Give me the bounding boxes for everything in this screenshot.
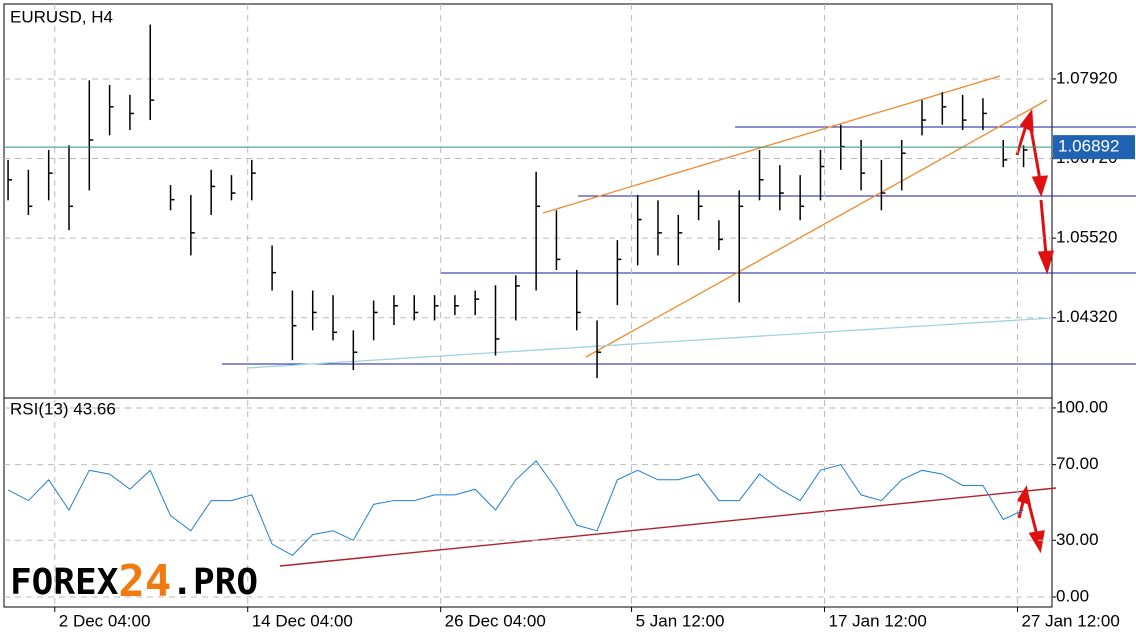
channel-line bbox=[542, 75, 1001, 214]
last-price-tag bbox=[1053, 135, 1135, 160]
y-tick-label: 100.00 bbox=[1056, 397, 1108, 416]
x-tick-label: 17 Jan 12:00 bbox=[829, 611, 927, 630]
rsi-title: RSI(13) 43.66 bbox=[10, 399, 116, 418]
x-tick-label: 26 Dec 04:00 bbox=[445, 611, 546, 630]
x-tick-label: 27 Jan 12:00 bbox=[1021, 611, 1119, 630]
watermark-part: 24 bbox=[118, 556, 171, 607]
y-tick-label: 70.00 bbox=[1056, 454, 1099, 473]
y-tick-label: 0.00 bbox=[1056, 586, 1089, 605]
y-tick-label: 1.04320 bbox=[1056, 307, 1117, 326]
watermark-part: .PRO bbox=[171, 562, 258, 603]
rsi-trend-line bbox=[279, 487, 1057, 567]
trend-line bbox=[246, 317, 1053, 369]
frame bbox=[3, 3, 1053, 608]
channel-line bbox=[585, 99, 1048, 358]
y-tick-label: 1.05520 bbox=[1056, 228, 1117, 247]
y-tick-label: 30.00 bbox=[1056, 530, 1099, 549]
annotations bbox=[4, 4, 1136, 607]
y-tick-label: 1.07920 bbox=[1056, 68, 1117, 87]
x-tick-label: 5 Jan 12:00 bbox=[636, 611, 725, 630]
rsi-line bbox=[7, 460, 1024, 557]
x-tick-label: 2 Dec 04:00 bbox=[59, 611, 151, 630]
watermark: FOREX24.PRO bbox=[10, 556, 258, 607]
last-price-label: 1.06892 bbox=[1058, 137, 1119, 156]
chart-title: EURUSD, H4 bbox=[10, 7, 113, 26]
arrows bbox=[1015, 108, 1055, 554]
watermark-part: FOREX bbox=[10, 562, 119, 603]
x-tick-label: 14 Dec 04:00 bbox=[252, 611, 353, 630]
